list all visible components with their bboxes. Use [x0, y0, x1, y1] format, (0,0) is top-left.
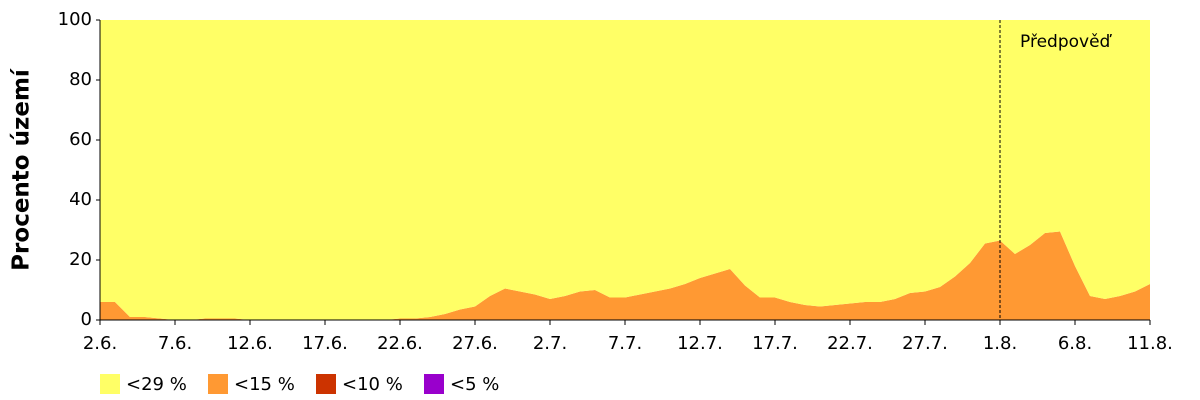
- y-tick-label: 0: [81, 309, 92, 330]
- y-tick-label: 20: [69, 249, 92, 270]
- y-axis-label: Procento území: [9, 68, 35, 271]
- y-tick-label: 80: [69, 69, 92, 90]
- x-tick-label: 2.6.: [83, 333, 117, 354]
- y-tick-label: 40: [69, 189, 92, 210]
- legend-label: <5 %: [450, 374, 499, 395]
- legend-swatch: [424, 374, 444, 394]
- x-tick-label: 17.6.: [302, 333, 348, 354]
- area: [100, 231, 1150, 320]
- x-tick-label: 27.6.: [452, 333, 498, 354]
- legend-swatch: [100, 374, 120, 394]
- x-tick-label: 11.8.: [1127, 333, 1173, 354]
- annotation: Předpověď: [1020, 32, 1113, 52]
- x-tick-label: 7.7.: [608, 333, 642, 354]
- legend-label: <10 %: [342, 374, 403, 395]
- area: [100, 20, 1150, 320]
- y-tick-label: 60: [69, 129, 92, 150]
- x-tick-label: 1.8.: [983, 333, 1017, 354]
- x-tick-label: 22.6.: [377, 333, 423, 354]
- y-tick-label: 100: [58, 9, 92, 30]
- legend-swatch: [208, 374, 228, 394]
- legend-label: <15 %: [234, 374, 295, 395]
- x-tick-label: 27.7.: [902, 333, 948, 354]
- x-tick-label: 12.7.: [677, 333, 723, 354]
- x-tick-label: 7.6.: [158, 333, 192, 354]
- legend-swatch: [316, 374, 336, 394]
- x-tick-label: 17.7.: [752, 333, 798, 354]
- x-tick-label: 22.7.: [827, 333, 873, 354]
- x-tick-label: 6.8.: [1058, 333, 1092, 354]
- x-tick-label: 12.6.: [227, 333, 273, 354]
- legend-label: <29 %: [126, 374, 187, 395]
- x-tick-label: 2.7.: [533, 333, 567, 354]
